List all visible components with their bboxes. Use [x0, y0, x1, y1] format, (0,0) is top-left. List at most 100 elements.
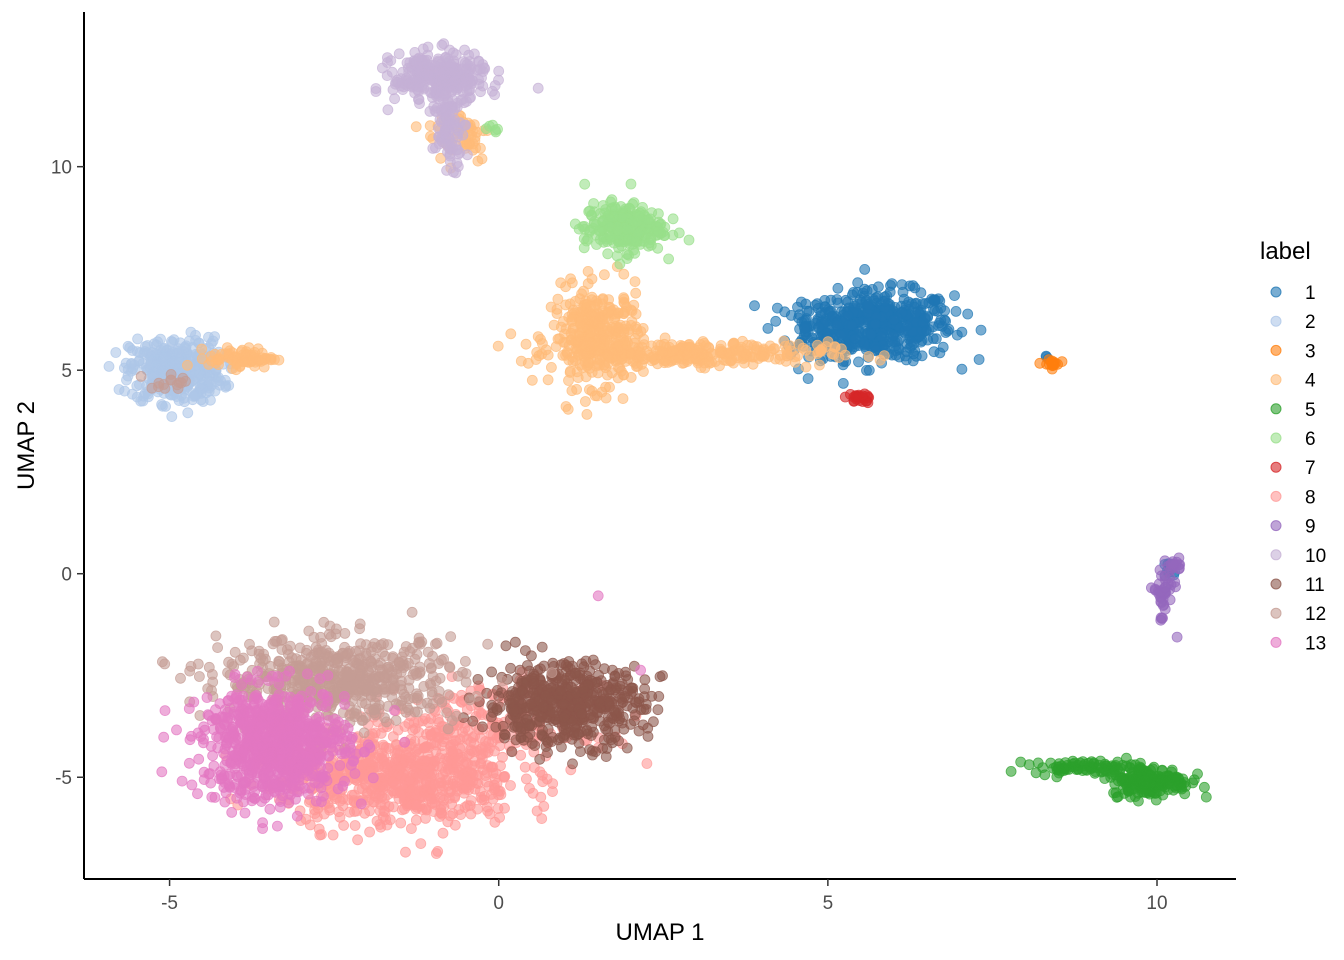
point	[584, 226, 595, 238]
point	[942, 325, 953, 337]
point	[414, 98, 425, 109]
point	[532, 82, 544, 94]
point	[815, 307, 827, 319]
point	[602, 248, 614, 260]
point	[654, 671, 666, 683]
point	[430, 675, 442, 687]
point	[606, 712, 618, 724]
point	[799, 322, 810, 334]
point	[1134, 765, 1146, 776]
point	[496, 675, 508, 687]
point	[789, 356, 801, 368]
point	[373, 761, 385, 773]
point	[431, 637, 443, 649]
point	[555, 685, 567, 697]
point	[450, 167, 462, 179]
point	[192, 788, 203, 800]
point	[473, 55, 485, 67]
point	[481, 687, 493, 699]
point	[576, 658, 588, 670]
data-points	[103, 38, 1212, 859]
point	[438, 653, 450, 665]
point	[1121, 752, 1132, 764]
point	[626, 682, 637, 694]
point	[538, 701, 549, 712]
point	[315, 631, 327, 643]
point	[520, 645, 531, 656]
point	[309, 808, 321, 819]
point	[639, 674, 651, 686]
point	[629, 276, 641, 288]
point	[1015, 756, 1027, 768]
point	[205, 338, 217, 350]
point	[422, 59, 433, 71]
point	[591, 239, 602, 250]
point	[465, 736, 477, 748]
point	[581, 408, 593, 420]
point	[565, 273, 576, 285]
point	[393, 48, 405, 60]
point	[433, 686, 445, 697]
point	[479, 741, 491, 752]
point	[869, 318, 881, 330]
point	[718, 354, 729, 366]
point	[585, 300, 597, 312]
point	[621, 700, 633, 712]
point	[922, 311, 933, 323]
point	[489, 80, 501, 91]
point	[975, 324, 987, 336]
point	[103, 360, 115, 372]
point	[1128, 783, 1140, 795]
point	[419, 69, 431, 81]
point	[219, 348, 231, 360]
point	[610, 325, 622, 337]
point	[859, 263, 871, 275]
point	[482, 638, 494, 650]
point	[244, 638, 255, 650]
point	[159, 658, 171, 670]
point	[528, 678, 540, 689]
point	[385, 55, 397, 66]
point	[444, 810, 456, 822]
point	[121, 374, 132, 386]
point	[423, 658, 435, 669]
point	[310, 655, 322, 667]
point	[461, 149, 473, 161]
point	[529, 740, 541, 751]
point	[503, 690, 514, 701]
point	[828, 348, 839, 360]
point	[324, 804, 336, 816]
point	[532, 331, 544, 343]
point	[500, 640, 512, 652]
point	[1188, 774, 1200, 786]
point	[567, 758, 578, 770]
point	[519, 761, 531, 773]
point	[1157, 612, 1168, 624]
point	[558, 698, 570, 710]
point	[575, 315, 586, 327]
point	[578, 285, 589, 297]
point	[728, 338, 740, 349]
point	[480, 123, 492, 135]
point	[621, 224, 633, 236]
point	[452, 144, 464, 156]
point	[632, 328, 644, 340]
point	[352, 834, 364, 846]
point	[357, 714, 369, 726]
series-9	[1146, 552, 1186, 643]
point	[597, 215, 608, 227]
point	[663, 253, 674, 265]
point	[440, 138, 452, 150]
point	[135, 370, 147, 382]
point	[342, 670, 354, 682]
point	[531, 805, 543, 817]
point	[630, 287, 642, 299]
point	[673, 227, 685, 239]
point	[423, 717, 435, 728]
point	[377, 739, 389, 751]
point	[847, 289, 858, 301]
point	[950, 305, 962, 317]
point	[612, 340, 624, 352]
point	[490, 768, 502, 779]
point	[562, 403, 574, 415]
